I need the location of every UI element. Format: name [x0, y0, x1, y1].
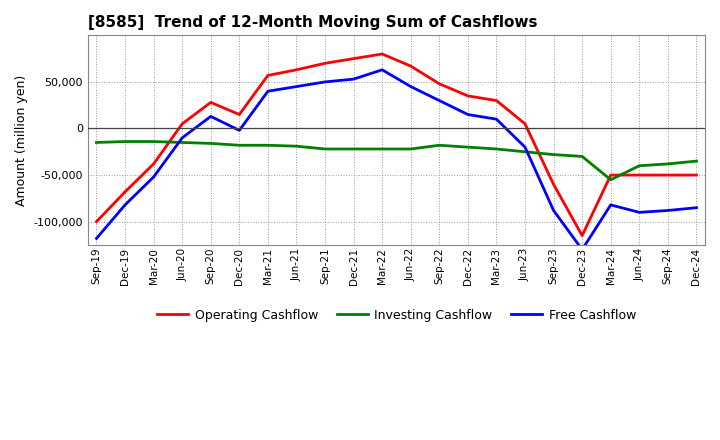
Free Cashflow	[235, 128, 243, 133]
Operating Cashflow	[492, 98, 501, 103]
Operating Cashflow	[121, 189, 130, 194]
Free Cashflow	[549, 208, 558, 213]
Investing Cashflow	[406, 147, 415, 152]
Line: Free Cashflow: Free Cashflow	[96, 70, 696, 249]
Operating Cashflow	[578, 233, 587, 238]
Investing Cashflow	[320, 147, 329, 152]
Investing Cashflow	[606, 177, 615, 182]
Free Cashflow	[149, 174, 158, 180]
Operating Cashflow	[207, 100, 215, 105]
Free Cashflow	[635, 210, 644, 215]
Investing Cashflow	[549, 152, 558, 157]
Investing Cashflow	[149, 139, 158, 144]
Operating Cashflow	[635, 172, 644, 178]
Investing Cashflow	[235, 143, 243, 148]
Free Cashflow	[578, 247, 587, 252]
Free Cashflow	[349, 77, 358, 82]
Y-axis label: Amount (million yen): Amount (million yen)	[15, 74, 28, 206]
Free Cashflow	[178, 135, 186, 140]
Operating Cashflow	[606, 172, 615, 178]
Free Cashflow	[292, 84, 301, 89]
Operating Cashflow	[406, 63, 415, 69]
Free Cashflow	[464, 112, 472, 117]
Operating Cashflow	[521, 121, 529, 126]
Line: Investing Cashflow: Investing Cashflow	[96, 142, 696, 180]
Investing Cashflow	[464, 144, 472, 150]
Operating Cashflow	[92, 219, 101, 224]
Free Cashflow	[320, 79, 329, 84]
Free Cashflow	[492, 117, 501, 122]
Free Cashflow	[664, 208, 672, 213]
Free Cashflow	[378, 67, 387, 73]
Operating Cashflow	[435, 81, 444, 86]
Free Cashflow	[92, 236, 101, 241]
Free Cashflow	[121, 202, 130, 208]
Operating Cashflow	[149, 161, 158, 167]
Operating Cashflow	[264, 73, 272, 78]
Investing Cashflow	[207, 141, 215, 146]
Free Cashflow	[521, 144, 529, 150]
Investing Cashflow	[492, 147, 501, 152]
Investing Cashflow	[435, 143, 444, 148]
Free Cashflow	[692, 205, 701, 210]
Investing Cashflow	[521, 149, 529, 154]
Investing Cashflow	[378, 147, 387, 152]
Operating Cashflow	[292, 67, 301, 73]
Investing Cashflow	[664, 161, 672, 167]
Operating Cashflow	[549, 182, 558, 187]
Investing Cashflow	[178, 140, 186, 145]
Investing Cashflow	[121, 139, 130, 144]
Line: Operating Cashflow: Operating Cashflow	[96, 54, 696, 236]
Investing Cashflow	[692, 158, 701, 164]
Investing Cashflow	[264, 143, 272, 148]
Investing Cashflow	[578, 154, 587, 159]
Investing Cashflow	[349, 147, 358, 152]
Operating Cashflow	[378, 51, 387, 57]
Legend: Operating Cashflow, Investing Cashflow, Free Cashflow: Operating Cashflow, Investing Cashflow, …	[152, 304, 641, 327]
Operating Cashflow	[178, 121, 186, 126]
Operating Cashflow	[320, 61, 329, 66]
Operating Cashflow	[464, 93, 472, 99]
Free Cashflow	[606, 202, 615, 208]
Operating Cashflow	[664, 172, 672, 178]
Text: [8585]  Trend of 12-Month Moving Sum of Cashflows: [8585] Trend of 12-Month Moving Sum of C…	[88, 15, 537, 30]
Free Cashflow	[207, 114, 215, 119]
Investing Cashflow	[635, 163, 644, 169]
Investing Cashflow	[292, 143, 301, 149]
Free Cashflow	[264, 88, 272, 94]
Free Cashflow	[406, 84, 415, 89]
Operating Cashflow	[349, 56, 358, 61]
Free Cashflow	[435, 98, 444, 103]
Operating Cashflow	[235, 112, 243, 117]
Investing Cashflow	[92, 140, 101, 145]
Operating Cashflow	[692, 172, 701, 178]
